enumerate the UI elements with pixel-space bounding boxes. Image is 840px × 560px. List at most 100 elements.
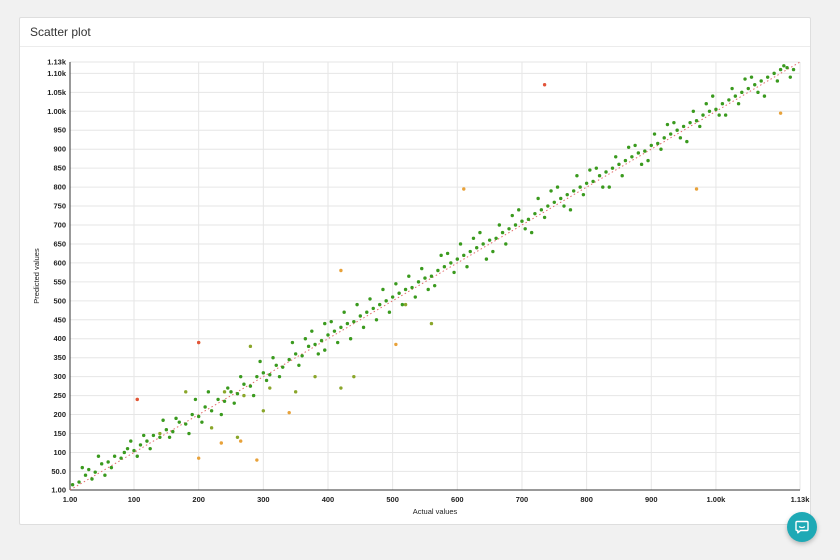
scatter-point[interactable] [736, 102, 741, 106]
scatter-point[interactable] [665, 122, 670, 127]
scatter-point[interactable] [494, 236, 498, 240]
scatter-point[interactable] [759, 79, 763, 83]
scatter-point[interactable] [588, 168, 592, 172]
scatter-point[interactable] [626, 145, 631, 149]
scatter-point[interactable] [675, 128, 679, 132]
scatter-point[interactable] [368, 297, 372, 301]
scatter-point[interactable] [394, 282, 398, 286]
scatter-point[interactable] [491, 249, 495, 254]
scatter-point[interactable] [517, 208, 521, 212]
scatter-point[interactable] [323, 321, 327, 326]
scatter-point[interactable] [542, 83, 547, 87]
scatter-point[interactable] [423, 276, 427, 280]
scatter-point[interactable] [449, 261, 453, 265]
scatter-point[interactable] [242, 382, 246, 386]
scatter-point[interactable] [371, 306, 375, 311]
scatter-point[interactable] [345, 321, 350, 326]
scatter-point[interactable] [190, 412, 194, 417]
scatter-point[interactable] [445, 251, 450, 256]
scatter-point[interactable] [187, 431, 191, 436]
scatter-point[interactable] [601, 185, 605, 189]
scatter-point[interactable] [778, 111, 783, 115]
scatter-point[interactable] [743, 77, 747, 81]
scatter-point[interactable] [707, 109, 712, 113]
scatter-point[interactable] [200, 420, 204, 424]
scatter-point[interactable] [394, 342, 398, 347]
scatter-point[interactable] [129, 439, 133, 443]
scatter-point[interactable] [584, 181, 589, 186]
scatter-point[interactable] [539, 208, 544, 212]
scatter-point[interactable] [413, 295, 417, 299]
scatter-point[interactable] [229, 390, 233, 394]
scatter-point[interactable] [407, 274, 411, 278]
scatter-point[interactable] [523, 227, 527, 231]
scatter-point[interactable] [106, 460, 110, 464]
scatter-point[interactable] [148, 446, 152, 451]
scatter-point[interactable] [167, 435, 172, 440]
scatter-point[interactable] [390, 295, 395, 299]
scatter-point[interactable] [235, 392, 240, 396]
scatter-point[interactable] [733, 94, 738, 98]
scatter-point[interactable] [232, 401, 236, 405]
scatter-point[interactable] [571, 189, 576, 193]
scatter-point[interactable] [384, 299, 388, 303]
scatter-point[interactable] [604, 170, 608, 174]
scatter-point[interactable] [656, 141, 660, 146]
scatter-point[interactable] [151, 433, 156, 438]
scatter-point[interactable] [778, 67, 783, 72]
scatter-point[interactable] [765, 75, 770, 79]
scatter-point[interactable] [287, 357, 291, 362]
scatter-point[interactable] [504, 242, 508, 246]
scatter-point[interactable] [649, 143, 653, 148]
scatter-point[interactable] [500, 230, 505, 235]
scatter-point[interactable] [316, 352, 320, 356]
scatter-point[interactable] [177, 420, 181, 424]
scatter-point[interactable] [109, 465, 114, 470]
scatter-point[interactable] [481, 242, 485, 246]
scatter-point[interactable] [698, 124, 702, 129]
scatter-point[interactable] [704, 102, 708, 106]
scatter-point[interactable] [319, 338, 324, 343]
scatter-point[interactable] [352, 319, 356, 324]
scatter-point[interactable] [242, 393, 246, 398]
scatter-point[interactable] [614, 155, 618, 159]
scatter-point[interactable] [562, 204, 566, 208]
scatter-point[interactable] [646, 158, 650, 163]
scatter-point[interactable] [125, 446, 130, 451]
scatter-point[interactable] [749, 75, 754, 79]
scatter-point[interactable] [468, 249, 472, 254]
scatter-point[interactable] [465, 265, 469, 269]
scatter-point[interactable] [93, 470, 97, 474]
scatter-point[interactable] [691, 109, 696, 113]
scatter-point[interactable] [397, 291, 401, 295]
scatter-point[interactable] [348, 337, 353, 341]
scatter-point[interactable] [436, 268, 440, 273]
scatter-point[interactable] [329, 319, 333, 324]
scatter-point[interactable] [132, 448, 136, 453]
scatter-point[interactable] [455, 257, 460, 261]
scatter-point[interactable] [352, 374, 356, 379]
scatter-point[interactable] [361, 325, 366, 330]
scatter-point[interactable] [452, 270, 456, 275]
scatter-point[interactable] [300, 354, 304, 358]
scatter-point[interactable] [226, 386, 230, 390]
scatter-point[interactable] [636, 151, 641, 155]
scatter-point[interactable] [462, 187, 466, 191]
scatter-point[interactable] [248, 344, 253, 349]
scatter-point[interactable] [643, 149, 647, 153]
scatter-point[interactable] [119, 456, 123, 460]
chat-button[interactable] [787, 512, 817, 542]
scatter-point[interactable] [293, 390, 298, 394]
scatter-point[interactable] [193, 397, 198, 402]
scatter-point[interactable] [756, 90, 760, 95]
scatter-point[interactable] [258, 359, 262, 364]
scatter-point[interactable] [565, 192, 569, 197]
scatter-points[interactable] [70, 64, 796, 487]
scatter-point[interactable] [552, 200, 556, 204]
scatter-point[interactable] [478, 230, 482, 235]
scatter-point[interactable] [196, 340, 201, 345]
scatter-point[interactable] [594, 166, 599, 170]
scatter-point[interactable] [96, 454, 101, 458]
scatter-point[interactable] [206, 390, 211, 394]
scatter-point[interactable] [251, 393, 256, 398]
